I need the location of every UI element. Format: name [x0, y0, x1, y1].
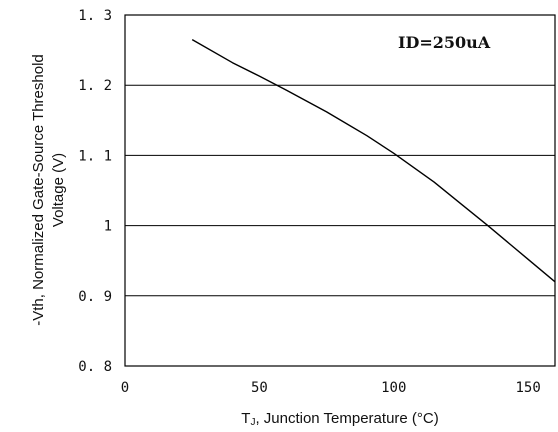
y-tick-labels: 1. 3 1. 2 1. 1 1 0. 9 0. 8	[78, 8, 112, 375]
x-axis-label-main: T	[241, 410, 250, 427]
x-tick-label: 150	[515, 380, 540, 396]
annotation: ID=250uA	[398, 33, 491, 52]
y-tick-label: 1. 1	[78, 148, 112, 164]
y-tick-label: 1. 2	[78, 78, 112, 94]
series-layer	[191, 38, 556, 283]
plot-frame	[124, 14, 556, 367]
x-axis-label-rest: , Junction Temperature (°C)	[255, 410, 438, 427]
grid-lines	[125, 84, 555, 297]
x-axis-label: TJ, Junction Temperature (°C)	[241, 410, 438, 428]
y-tick-label: 1	[104, 219, 112, 235]
y-tick-label: 0. 9	[78, 289, 112, 305]
series-line-0	[191, 38, 556, 283]
y-tick-label: 1. 3	[78, 8, 112, 24]
x-tick-label: 50	[251, 380, 268, 396]
x-tick-label: 0	[121, 380, 129, 396]
y-tick-label: 0. 8	[78, 359, 112, 375]
x-axis-label-sub: J	[250, 417, 255, 428]
y-axis-label-line1: -Vth, Normalized Gate-Source Threshold	[30, 54, 47, 326]
x-tick-labels: 0 50 100 150	[121, 380, 541, 396]
y-axis-label-line2: Voltage (V)	[50, 153, 67, 227]
x-tick-label: 100	[381, 380, 406, 396]
